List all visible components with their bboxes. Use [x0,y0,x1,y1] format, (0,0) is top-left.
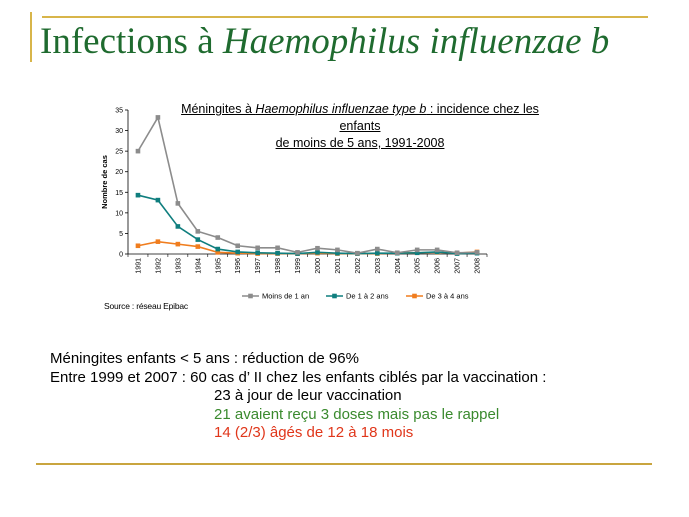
data-point [155,239,161,244]
body-line-age: 14 (2/3) âgés de 12 à 18 mois [214,424,414,441]
body-line-no-booster: 21 avaient reçu 3 doses mais pas le rapp… [214,405,500,423]
x-tick-label: 2007 [455,258,462,274]
data-point [155,115,161,120]
x-tick-label: 2005 [415,258,422,274]
y-tick-label: 30 [115,128,123,135]
body-line-vaccinated: 23 à jour de leur vaccination [214,387,402,404]
data-point [275,250,280,256]
data-point [394,250,400,256]
chart-title-line2: de moins de 5 ans, 1991-2008 [275,136,445,150]
body-line-cases: Entre 1999 et 2007 : 60 cas d’ II chez l… [50,368,547,386]
chart-title-line1: Méningites à Haemophilus influenzae type… [180,101,540,135]
legend-swatch-marker [412,293,417,299]
data-point [195,229,201,234]
data-point [175,224,181,229]
data-point [375,246,380,252]
data-point [335,247,340,253]
data-point [414,250,420,256]
chart-title-part2: : incidence chez les enfants [339,102,539,133]
data-point [434,247,440,253]
chart-title: Méningites à Haemophilus influenzae type… [180,101,540,152]
chart-legend: Moins de 1 an De 1 à 2 ans De 3 à 4 ans [242,292,469,300]
y-tick-label: 15 [115,190,123,197]
x-tick-label: 1999 [295,258,302,274]
legend-swatch-marker [248,293,253,299]
decorative-vertical-line [30,12,32,62]
y-tick-label: 10 [115,210,123,217]
incidence-line-chart: 0 5 10 15 20 25 30 35 1991 1992 1993 1994 1995 1996 19… [100,108,488,300]
data-point [215,235,221,240]
data-point [155,197,161,203]
x-tick-label: 1991 [135,258,142,274]
data-point [454,250,460,256]
data-point [295,250,300,255]
slide-title-prefix: Infections à [40,21,223,62]
data-point [235,249,240,255]
data-point [135,243,141,249]
chart-series [135,115,480,256]
x-tick-label: 2002 [355,258,362,274]
slide-title: Infections à Haemophilus influenzae b [40,21,610,63]
slide-title-italic: Haemophilus influenzae b [222,21,610,62]
x-tick-label: 1996 [235,258,242,274]
legend-entry: De 3 à 4 ans [426,292,469,300]
y-tick-label: 25 [115,149,123,156]
data-point [135,148,141,154]
x-tick-label: 1992 [155,258,162,274]
x-tick-label: 2004 [395,258,402,274]
data-point [414,247,420,253]
legend-entry: Moins de 1 an [262,292,309,300]
legend-swatch-marker [332,293,337,299]
data-point [315,250,320,255]
data-point [355,250,360,256]
data-point [175,241,181,247]
data-point [275,245,280,251]
body-line-reduction: Méningites enfants < 5 ans : réduction d… [50,350,359,367]
y-axis-label: Nombre de cas [100,155,109,209]
data-point [255,250,260,256]
data-point [215,246,221,252]
y-tick-label: 20 [115,169,123,176]
x-tick-label: 2003 [375,258,382,274]
chart-axes: 0 5 10 15 20 25 30 35 1991 1992 1993 1994 1995 1996 19… [100,108,488,274]
data-point [195,244,201,249]
data-point [335,250,340,256]
chart-title-italic: Haemophilus influenzae type b [255,102,427,116]
chart-source: Source : réseau Epibac [104,301,188,311]
x-tick-label: 1997 [255,258,262,274]
x-tick-label: 1994 [195,258,202,274]
data-point [375,250,380,256]
chart-title-part1: Méningites à [181,102,256,116]
decorative-bottom-line [36,463,652,465]
x-tick-label: 2001 [335,258,342,274]
data-point [175,201,181,206]
body-text: Méningites enfants < 5 ans : réduction d… [50,350,546,443]
x-tick-label: 1993 [175,258,182,274]
x-tick-label: 2000 [315,258,322,274]
data-point [195,237,201,242]
x-tick-label: 2006 [435,258,442,274]
y-tick-label: 35 [115,108,123,115]
legend-entry: De 1 à 2 ans [346,292,389,300]
series-line [137,115,478,254]
series-line [137,194,478,255]
data-point [215,250,221,255]
decorative-top-line [42,16,648,18]
data-point [315,245,320,251]
data-point [235,243,240,249]
data-point [135,192,141,198]
x-tick-label: 1995 [215,258,222,274]
y-tick-label: 5 [119,231,123,238]
x-tick-label: 2008 [475,258,482,274]
data-point [474,250,480,255]
data-point [255,245,260,251]
x-tick-label: 1998 [275,258,282,274]
y-tick-label: 0 [119,252,123,259]
